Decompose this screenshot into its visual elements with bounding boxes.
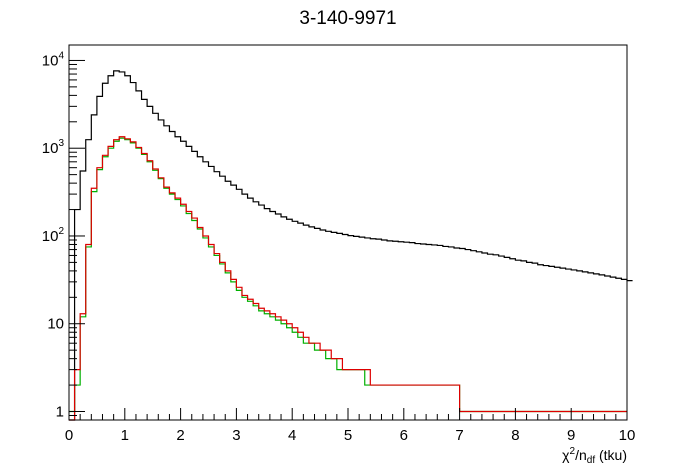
x-tick-label: 4 (288, 427, 296, 444)
x-tick-label: 7 (455, 427, 463, 444)
y-tick-label: 1 (56, 403, 64, 420)
y-tick-label: 103 (42, 138, 65, 157)
y-tick-label: 102 (42, 226, 65, 245)
y-tick-label: 10 (47, 316, 64, 333)
chart-title: 3-140-9971 (299, 8, 396, 29)
x-tick-label: 10 (619, 427, 636, 444)
series-layer (69, 70, 633, 421)
x-tick-label: 8 (511, 427, 519, 444)
series-line-2 (69, 136, 627, 421)
x-tick-label: 3 (232, 427, 240, 444)
x-tick-label: 1 (121, 427, 129, 444)
x-tick-label: 0 (65, 427, 73, 444)
x-tick-label: 5 (344, 427, 352, 444)
series-line-0 (69, 70, 633, 421)
x-tick-label: 9 (567, 427, 575, 444)
x-axis-label: χ2/ndf (tku) (562, 446, 627, 466)
y-tick-label: 104 (42, 50, 65, 69)
x-tick-label: 6 (400, 427, 408, 444)
x-tick-label: 2 (176, 427, 184, 444)
